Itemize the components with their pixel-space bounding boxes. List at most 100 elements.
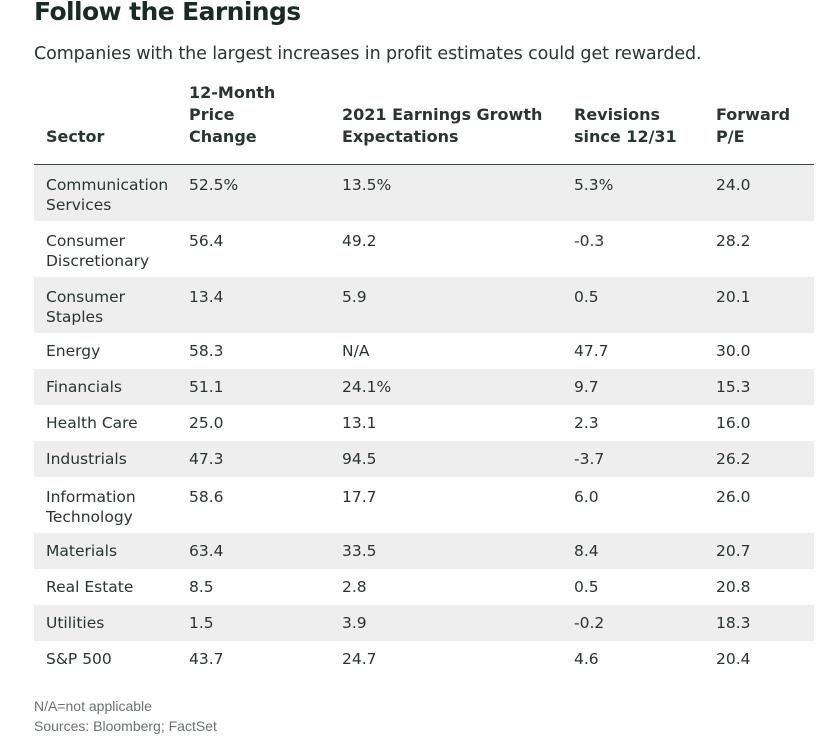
sector-line: Technology [46,507,133,526]
header-forward-pe: Forward P/E [716,82,814,165]
sector-line: Materials [46,541,118,560]
cell-revisions: 47.7 [574,341,609,360]
sector-line: S&P 500 [46,649,112,668]
cell-forward-pe: 20.8 [716,577,751,596]
sector-line: Communication [46,176,169,194]
footnotes: N/A=not applicable Sources: Bloomberg; F… [34,696,217,736]
chart-title: Follow the Earnings [34,0,301,26]
header-line: P/E [716,127,745,146]
cell-price-change: 58.6 [189,487,224,506]
cell-sector: Consumer Staples [34,276,189,333]
sector-line: Staples [46,307,104,326]
cell-price-change: 13.4 [189,276,342,333]
cell-price-change: 52.5% [189,164,342,221]
header-earnings-growth: 2021 Earnings Growth Expectations [342,82,574,165]
cell-sector: Energy [34,333,189,369]
sector-line: Energy [46,341,101,360]
table-body: Communication Services 52.5% 13.5% 5.3% 24.0 C… [34,164,814,677]
cell-sector: Materials [34,532,189,569]
header-line: Expectations [342,127,459,146]
cell-forward-pe: 20.7 [716,532,814,569]
cell-price-change: 1.5 [189,604,342,641]
cell-revisions: -0.3 [574,231,605,250]
cell-forward-pe: 26.2 [716,440,814,477]
table-row: Communication Services 52.5% 13.5% 5.3% 24.0 [34,164,814,221]
sector-line: Industrials [46,449,127,468]
table-row: Financials 51.1 24.1% 9.7 15.3 [34,368,814,405]
cell-price-change: 51.1 [189,368,342,405]
cell-price-change: 63.4 [189,532,342,569]
cell-sector: Consumer Discretionary [34,221,189,277]
cell-revisions: 6.0 [574,487,599,506]
table-row: Energy 58.3 N/A 47.7 30.0 [34,333,814,369]
cell-revisions: -3.7 [574,440,716,477]
sector-line: Utilities [46,613,105,632]
cell-sector: Industrials [34,440,189,477]
cell-forward-pe: 20.4 [716,649,751,668]
sector-line: Services [46,196,112,214]
header-price-change: 12-Month Price Change [189,82,342,165]
cell-earnings-growth: 13.1 [342,413,377,432]
cell-earnings-growth: 33.5 [342,532,574,569]
table-row: Utilities 1.5 3.9 -0.2 18.3 [34,604,814,641]
cell-revisions: -0.2 [574,604,716,641]
cell-sector: Information Technology [34,477,189,533]
sector-line: Financials [46,377,122,396]
cell-revisions: 0.5 [574,276,716,333]
cell-revisions: 2.3 [574,413,599,432]
cell-price-change: 43.7 [189,649,224,668]
cell-revisions: 5.3% [574,164,716,221]
cell-sector: Health Care [34,405,189,441]
table-row: Materials 63.4 33.5 8.4 20.7 [34,532,814,569]
cell-price-change: 25.0 [189,413,224,432]
cell-price-change: 58.3 [189,341,224,360]
cell-price-change: 56.4 [189,231,224,250]
cell-earnings-growth: 24.7 [342,649,377,668]
table-row: S&P 500 43.7 24.7 4.6 20.4 [34,641,814,677]
cell-revisions: 4.6 [574,649,599,668]
footnote-sources: Sources: Bloomberg; FactSet [34,718,217,734]
cell-revisions: 8.4 [574,532,716,569]
header-line: Change [189,127,257,146]
chart-subtitle: Companies with the largest increases in … [34,44,702,64]
table-row: Industrials 47.3 94.5 -3.7 26.2 [34,440,814,477]
cell-sector: S&P 500 [34,641,189,677]
cell-sector: Communication Services [34,164,189,221]
table-row: Consumer Staples 13.4 5.9 0.5 20.1 [34,276,814,333]
cell-revisions: 0.5 [574,577,599,596]
sector-line: Real Estate [46,577,134,596]
cell-price-change: 8.5 [189,577,214,596]
cell-forward-pe: 15.3 [716,368,814,405]
cell-earnings-growth: 17.7 [342,487,377,506]
header-sector: Sector [34,82,189,165]
table-header-row: Sector 12-Month Price Change 2021 Earnings G… [34,82,814,165]
header-line: 2021 Earnings Growth [342,105,543,124]
cell-earnings-growth: 3.9 [342,604,574,641]
earnings-table: Sector 12-Month Price Change 2021 Earnings G… [34,82,814,677]
sector-line: Discretionary [46,251,150,270]
cell-earnings-growth: 24.1% [342,368,574,405]
cell-price-change: 47.3 [189,440,342,477]
cell-forward-pe: 30.0 [716,341,751,360]
table-row: Information Technology 58.6 17.7 6.0 26.0 [34,477,814,533]
header-line: Revisions [574,105,660,124]
sector-line: Health Care [46,413,138,432]
cell-earnings-growth: 94.5 [342,440,574,477]
footnote-na: N/A=not applicable [34,698,152,714]
cell-forward-pe: 16.0 [716,413,751,432]
cell-sector: Financials [34,368,189,405]
header-line: Forward [716,105,791,124]
header-line: Sector [46,127,105,146]
cell-forward-pe: 18.3 [716,604,814,641]
cell-sector: Utilities [34,604,189,641]
cell-forward-pe: 28.2 [716,231,751,250]
table-row: Real Estate 8.5 2.8 0.5 20.8 [34,569,814,605]
sector-line: Consumer [46,287,126,306]
table-row: Health Care 25.0 13.1 2.3 16.0 [34,405,814,441]
header-revisions: Revisions since 12/31 [574,82,716,165]
sector-line: Information [46,487,136,506]
cell-earnings-growth: N/A [342,341,370,360]
cell-earnings-growth: 49.2 [342,231,377,250]
header-line: Price [189,105,235,124]
cell-forward-pe: 26.0 [716,487,751,506]
